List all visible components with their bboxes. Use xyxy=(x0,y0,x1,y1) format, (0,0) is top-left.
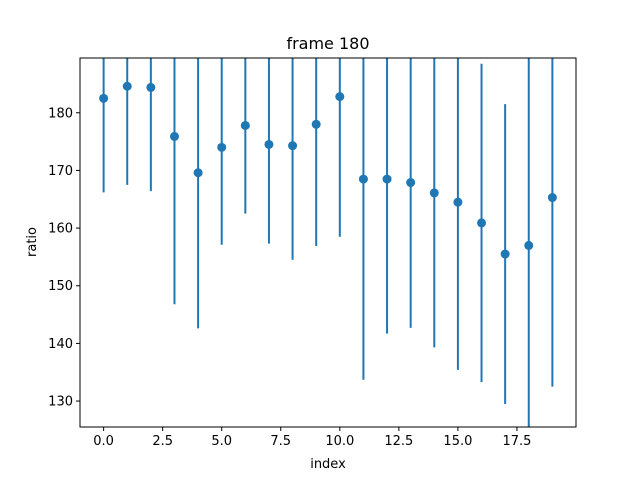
x-tick-label: 2.5 xyxy=(152,434,173,449)
data-point xyxy=(169,131,179,141)
y-tick-label: 150 xyxy=(48,279,73,294)
data-point xyxy=(193,168,203,178)
data-point xyxy=(524,240,534,250)
x-axis: 0.0 2.5 5.0 7.5 10.0 12.5 15.0 17.5 xyxy=(93,427,531,449)
data-point xyxy=(288,141,298,151)
data-point xyxy=(264,139,274,149)
data-point xyxy=(453,197,463,207)
data-point xyxy=(406,178,416,188)
plot-area xyxy=(99,58,557,427)
y-tick-label: 170 xyxy=(48,164,73,179)
x-tick-label: 7.5 xyxy=(270,434,291,449)
y-axis: 130 140 150 160 170 180 xyxy=(48,106,80,410)
y-tick-label: 160 xyxy=(48,222,73,237)
x-tick-label: 15.0 xyxy=(443,434,472,449)
y-tick-label: 180 xyxy=(48,106,73,121)
data-point xyxy=(429,188,439,198)
data-point xyxy=(382,174,392,184)
data-point xyxy=(311,119,321,129)
data-point xyxy=(500,249,510,259)
y-tick-label: 130 xyxy=(48,395,73,410)
x-tick-label: 5.0 xyxy=(211,434,232,449)
y-tick-label: 140 xyxy=(48,337,73,352)
plot-frame xyxy=(79,57,577,428)
data-point xyxy=(335,92,345,102)
x-tick-label: 12.5 xyxy=(384,434,413,449)
x-tick-label: 10.0 xyxy=(325,434,354,449)
data-point xyxy=(122,81,132,91)
data-point xyxy=(240,120,250,130)
x-axis-label: index xyxy=(310,457,346,472)
data-point xyxy=(146,82,156,92)
chart-title: frame 180 xyxy=(286,34,369,53)
x-tick-label: 17.5 xyxy=(502,434,531,449)
data-point xyxy=(547,193,557,203)
data-point xyxy=(217,142,227,152)
x-tick-label: 0.0 xyxy=(93,434,114,449)
y-axis-label: ratio xyxy=(25,227,40,257)
data-point xyxy=(99,93,109,103)
data-point xyxy=(358,174,368,184)
data-point xyxy=(477,218,487,228)
